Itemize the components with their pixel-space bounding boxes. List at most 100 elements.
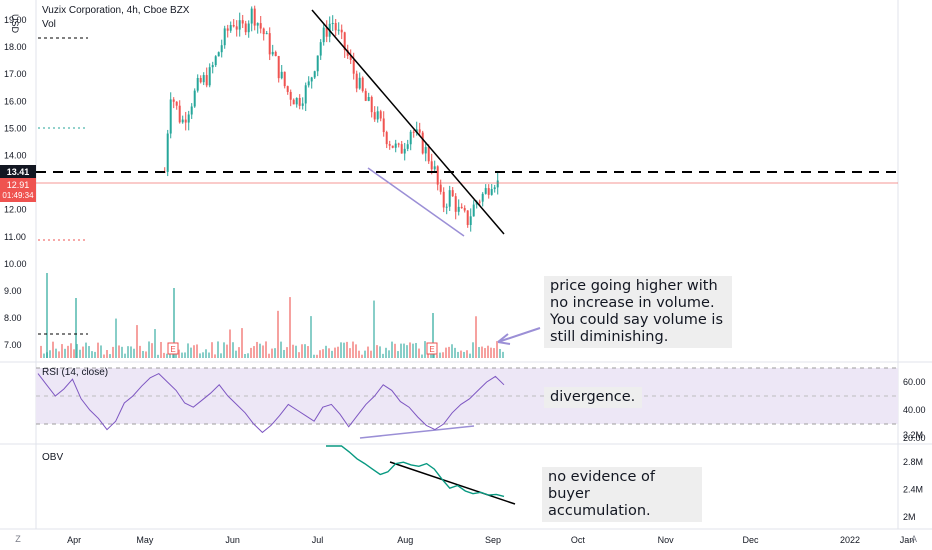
price-tick-label: 11.00 xyxy=(4,232,26,242)
volume-bar xyxy=(385,347,387,358)
volume-bar xyxy=(238,347,240,358)
candle-body xyxy=(409,131,412,145)
volume-bar xyxy=(370,350,372,358)
volume-bar xyxy=(64,348,66,358)
time-tick-label: Apr xyxy=(67,535,81,545)
volume-bar xyxy=(97,342,99,358)
rsi-annotation[interactable]: divergence. xyxy=(544,387,642,408)
earnings-marker-label: E xyxy=(170,345,175,354)
volume-bar xyxy=(148,341,150,358)
volume-bar xyxy=(439,352,441,358)
volume-bar xyxy=(232,342,234,358)
volume-bar xyxy=(250,347,252,358)
volume-bar xyxy=(214,354,216,358)
volume-bar xyxy=(463,351,465,358)
price-tick-label: 10.00 xyxy=(4,259,27,269)
volume-bar xyxy=(133,348,135,358)
candle-body xyxy=(463,208,466,211)
obv-tick-label: 2.4M xyxy=(903,485,923,495)
candle-body xyxy=(406,144,409,149)
candle-body xyxy=(496,180,499,188)
candle-body xyxy=(301,103,304,106)
volume-bar xyxy=(358,350,360,358)
volume-bar xyxy=(442,352,444,358)
price-support-trendline[interactable] xyxy=(367,167,465,237)
earnings-marker[interactable] xyxy=(426,342,438,355)
volume-bar xyxy=(481,346,483,358)
obv-trendline[interactable] xyxy=(389,461,516,505)
volume-bar xyxy=(118,345,120,358)
current-price-badge xyxy=(0,178,36,202)
volume-bar xyxy=(193,345,195,358)
volume-bar xyxy=(316,354,318,358)
volume-bar xyxy=(43,353,45,358)
volume-bars xyxy=(40,273,504,358)
candle-body xyxy=(181,119,184,123)
volume-bar xyxy=(271,348,273,358)
candle-body xyxy=(190,106,193,115)
candle-body xyxy=(364,90,367,101)
candle-body xyxy=(334,23,337,31)
volume-bar xyxy=(82,346,84,358)
volume-bar xyxy=(262,345,264,358)
annotation-arrow[interactable] xyxy=(497,327,541,343)
candle-body xyxy=(469,216,472,225)
time-tick-label: 2022 xyxy=(840,535,860,545)
time-axis: Apr May Jun Jul Aug Sep Oct Nov Dec 2022 Jan xyxy=(67,535,914,545)
volume-bar xyxy=(334,347,336,358)
candle-body xyxy=(421,132,424,154)
candle-body xyxy=(433,166,436,170)
candle-body xyxy=(265,33,268,35)
volume-bar xyxy=(445,347,447,358)
countdown-text: 01:49:34 xyxy=(2,191,34,200)
volume-bar xyxy=(460,350,462,358)
volume-bar xyxy=(475,316,477,358)
candle-body xyxy=(373,112,376,120)
volume-bar xyxy=(202,352,204,358)
candle-body xyxy=(451,190,454,197)
volume-bar xyxy=(391,341,393,358)
rsi-divergence-line[interactable] xyxy=(359,425,475,439)
candle-body xyxy=(457,206,460,212)
volume-annotation[interactable]: price going higher with no increase in v… xyxy=(544,276,732,348)
volume-bar xyxy=(373,300,375,358)
candle-body xyxy=(484,188,487,194)
obv-annotation[interactable]: no evidence of buyer accumulation. xyxy=(542,467,702,522)
volume-bar xyxy=(103,354,105,358)
volume-bar xyxy=(382,353,384,358)
candle-body xyxy=(397,143,400,145)
volume-bar xyxy=(163,352,165,358)
volume-bar xyxy=(457,351,459,358)
earnings-marker[interactable] xyxy=(167,342,179,355)
candle-body xyxy=(403,148,406,154)
volume-bar xyxy=(52,341,54,358)
time-tick-label: Jun xyxy=(225,535,240,545)
candle-body xyxy=(382,118,385,133)
volume-bar xyxy=(286,347,288,358)
obv-label: OBV xyxy=(42,452,63,463)
candlestick-series xyxy=(163,5,499,232)
candle-body xyxy=(205,75,208,86)
volume-bar xyxy=(292,344,294,358)
candle-body xyxy=(220,45,223,53)
candle-body xyxy=(271,51,274,55)
candle-body xyxy=(337,29,340,31)
volume-bar xyxy=(112,346,114,358)
volume-bar xyxy=(268,353,270,358)
candle-body xyxy=(184,119,187,123)
volume-bar xyxy=(241,328,243,358)
candle-body xyxy=(247,23,250,33)
time-tick-label: May xyxy=(136,535,154,545)
candle-body xyxy=(310,77,313,82)
volume-bar xyxy=(169,352,171,358)
obv-tick-label: 2M xyxy=(903,512,916,522)
volume-bar xyxy=(280,341,282,358)
zoom-button[interactable]: Z xyxy=(15,534,21,544)
candle-body xyxy=(187,114,190,123)
volume-bar xyxy=(265,341,267,358)
candle-body xyxy=(175,101,178,106)
time-tick-label: Dec xyxy=(743,535,760,545)
price-resistance-trendline[interactable] xyxy=(311,9,505,235)
auto-scale-button[interactable]: A xyxy=(911,534,917,544)
volume-bar xyxy=(403,343,405,358)
